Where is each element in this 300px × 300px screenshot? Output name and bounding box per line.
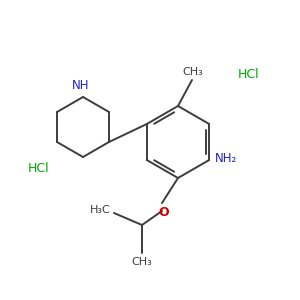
Text: CH₃: CH₃ <box>183 67 203 77</box>
Text: HCl: HCl <box>238 68 260 82</box>
Text: CH₃: CH₃ <box>132 257 152 267</box>
Text: HCl: HCl <box>28 161 50 175</box>
Text: O: O <box>159 206 169 219</box>
Text: H₃C: H₃C <box>90 205 111 215</box>
Text: NH: NH <box>72 79 90 92</box>
Text: NH₂: NH₂ <box>215 152 237 164</box>
